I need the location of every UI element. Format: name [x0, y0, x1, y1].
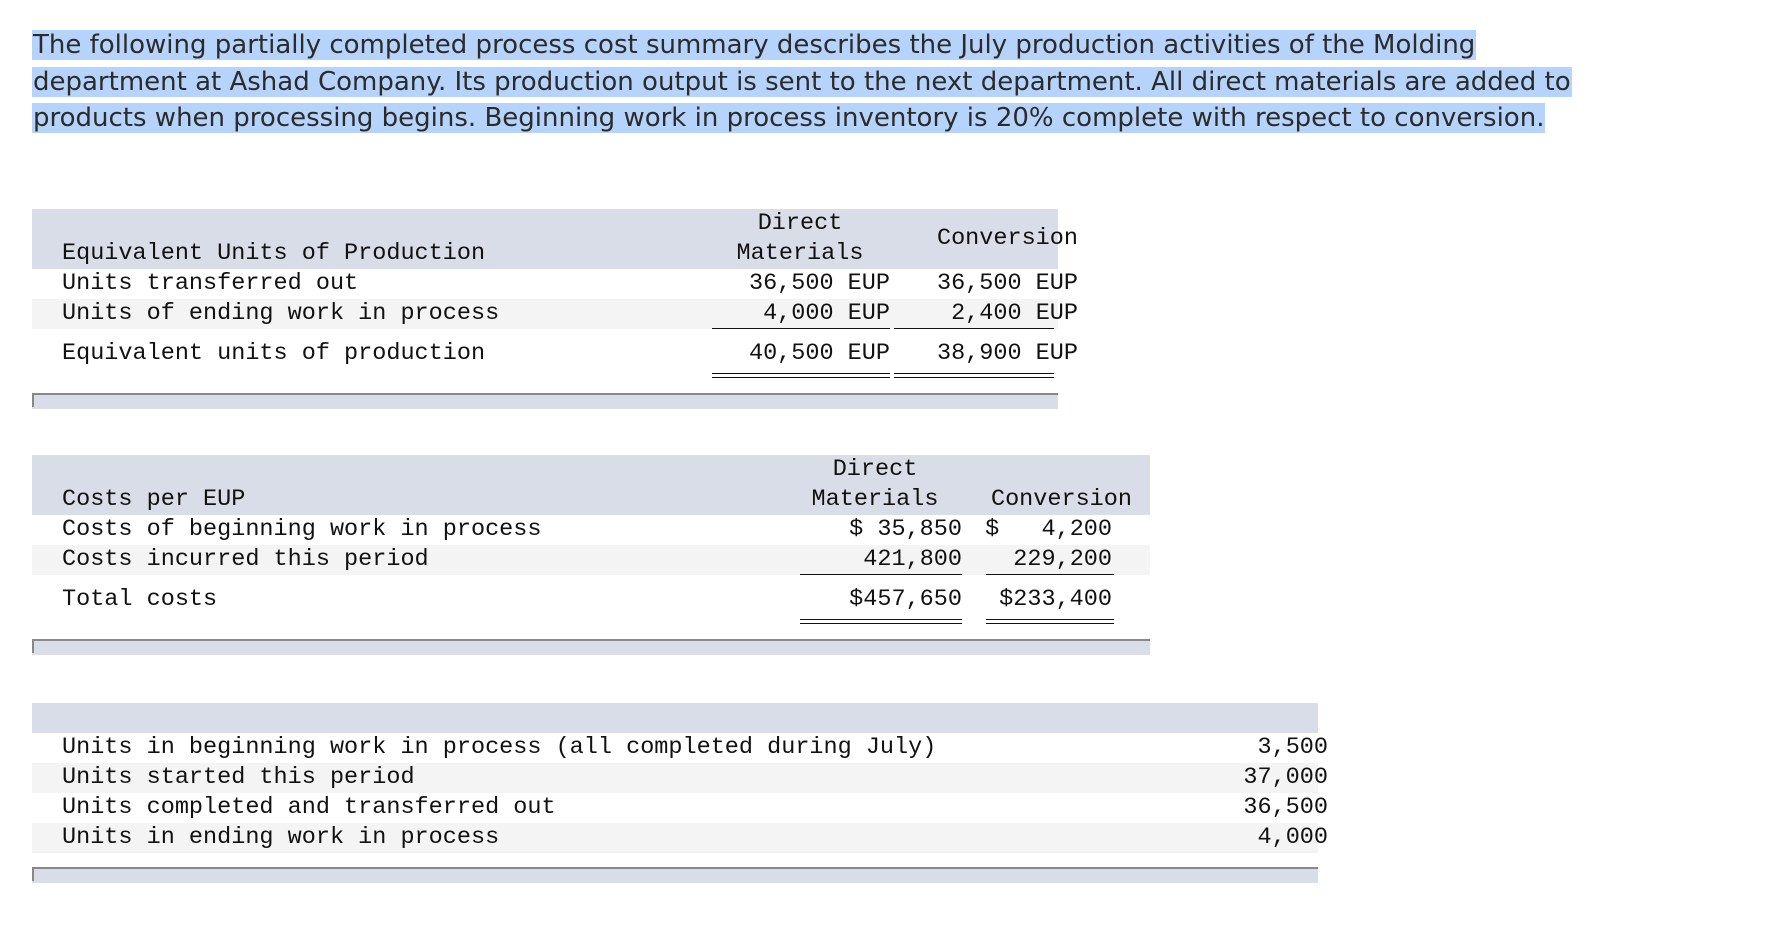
units-row-label: Units in beginning work in process (all … — [62, 734, 937, 761]
units-row-value: 3,500 — [1257, 734, 1328, 761]
intro-line-1: The following partially completed proces… — [32, 30, 1477, 60]
cost-header-conversion: Conversion — [990, 486, 1132, 513]
eup-row-label: Units of ending work in process — [62, 300, 500, 327]
eup-total-double-rule-dm — [712, 373, 890, 378]
eup-table-footer — [32, 393, 1058, 409]
eup-row-dm: 4,000 EUP — [763, 300, 890, 327]
eup-header-dm-line2: Materials — [736, 240, 864, 267]
intro-paragraph: The following partially completed proces… — [32, 27, 1572, 137]
eup-total-label: Equivalent units of production — [62, 340, 486, 367]
eup-row-dm: 36,500 EUP — [748, 270, 890, 297]
eup-row-label: Units transferred out — [62, 270, 359, 297]
cost-table-footer — [32, 639, 1150, 655]
eup-total-dm: 40,500 EUP — [748, 340, 890, 367]
cost-total-label: Total costs — [62, 586, 218, 613]
cost-header-dm-line2: Materials — [811, 486, 939, 513]
intro-line-2: department at Ashad Company. Its product… — [32, 66, 1572, 97]
units-table-footer — [32, 867, 1318, 883]
units-row-label: Units started this period — [62, 764, 415, 791]
cost-title: Costs per EUP — [62, 486, 246, 513]
eup-row-conv: 2,400 EUP — [951, 300, 1078, 327]
cost-subtotal-rule-conv — [986, 574, 1114, 575]
units-row-value: 4,000 — [1257, 824, 1328, 851]
cost-total-double-rule-conv — [986, 619, 1114, 624]
cost-total-dm: $457,650 — [849, 586, 962, 613]
cost-row-dm: $ 35,850 — [849, 516, 962, 543]
eup-total-conv: 38,900 EUP — [936, 340, 1078, 367]
cost-total-conv: $233,400 — [999, 586, 1112, 613]
units-row-label: Units in ending work in process — [62, 824, 500, 851]
cost-subtotal-rule-dm — [800, 574, 962, 575]
eup-subtotal-rule-dm — [712, 328, 890, 329]
cost-total-double-rule-dm — [800, 619, 962, 624]
cost-header-dm-line1: Direct — [832, 456, 918, 483]
cost-row-conv: 229,200 — [1013, 546, 1112, 573]
units-table: Units in beginning work in process (all … — [32, 703, 1328, 883]
units-row-label: Units completed and transferred out — [62, 794, 556, 821]
units-row-value: 37,000 — [1243, 764, 1328, 791]
cost-row-label: Costs incurred this period — [62, 546, 429, 573]
units-row-value: 36,500 — [1243, 794, 1328, 821]
eup-total-double-rule-conv — [894, 373, 1054, 378]
eup-header-conversion: Conversion — [936, 225, 1078, 252]
cost-row-dm: 421,800 — [863, 546, 962, 573]
cost-row-conv: $ 4,200 — [985, 516, 1112, 543]
eup-header-dm-line1: Direct — [757, 210, 843, 237]
eup-title: Equivalent Units of Production — [62, 240, 486, 267]
eup-table: Direct Materials Conversion Equivalent U… — [32, 209, 1078, 409]
cost-row-label: Costs of beginning work in process — [62, 516, 542, 543]
cost-table: Direct Materials Conversion Costs per EU… — [32, 455, 1150, 655]
eup-row-conv: 36,500 EUP — [936, 270, 1078, 297]
eup-subtotal-rule-conv — [894, 328, 1054, 329]
intro-line-3: products when processing begins. Beginni… — [32, 103, 1546, 133]
